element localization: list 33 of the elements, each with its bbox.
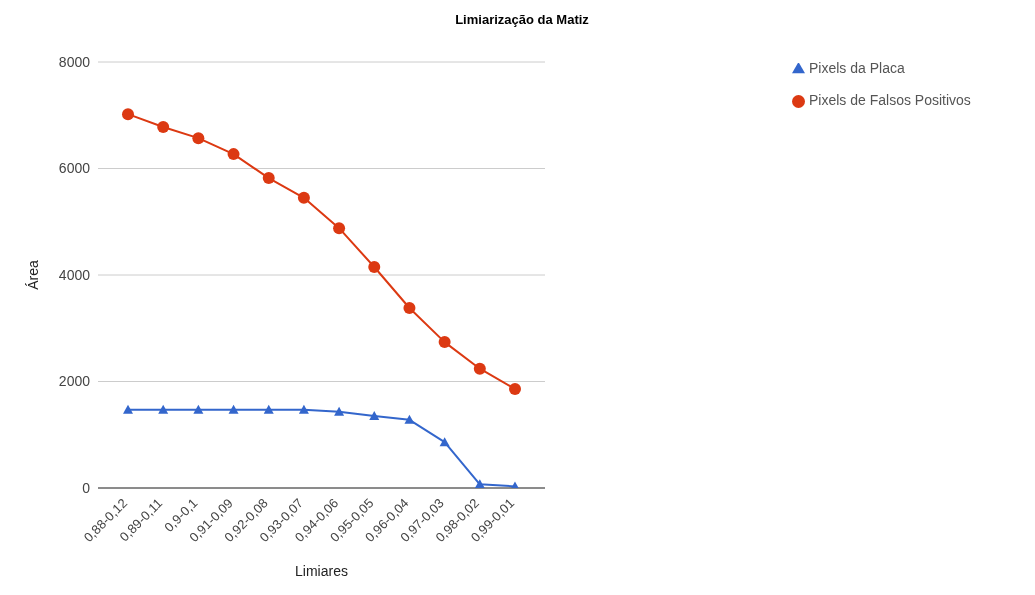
point bbox=[298, 404, 309, 414]
chart-title: Limiarização da Matiz bbox=[454, 12, 590, 27]
point bbox=[368, 261, 381, 274]
point bbox=[474, 479, 485, 488]
point bbox=[228, 404, 239, 414]
point bbox=[122, 108, 134, 121]
point bbox=[158, 404, 169, 414]
point bbox=[473, 362, 486, 375]
legend-label: Pixels da Placa bbox=[809, 60, 905, 76]
point bbox=[404, 414, 415, 424]
point bbox=[123, 404, 133, 414]
legend-label: Pixels de Falsos Positivos bbox=[809, 92, 971, 108]
point bbox=[227, 148, 240, 161]
point bbox=[193, 404, 204, 414]
point bbox=[334, 406, 345, 416]
point bbox=[157, 120, 170, 133]
y-tick-label: 6000 bbox=[58, 160, 91, 177]
point bbox=[403, 302, 416, 315]
point bbox=[297, 191, 310, 204]
point bbox=[263, 404, 274, 414]
point bbox=[192, 132, 205, 145]
point bbox=[333, 222, 346, 235]
point bbox=[262, 172, 275, 185]
point bbox=[439, 437, 450, 447]
y-axis-title: Área bbox=[24, 260, 41, 290]
y-tick-label: 4000 bbox=[58, 266, 91, 283]
x-axis-title: Limiares bbox=[295, 563, 348, 579]
point bbox=[509, 382, 521, 395]
y-tick-label: 2000 bbox=[58, 373, 91, 390]
point bbox=[369, 411, 380, 421]
y-tick-label: 8000 bbox=[58, 53, 91, 70]
y-tick-label: 0 bbox=[82, 479, 91, 496]
point bbox=[438, 336, 451, 349]
